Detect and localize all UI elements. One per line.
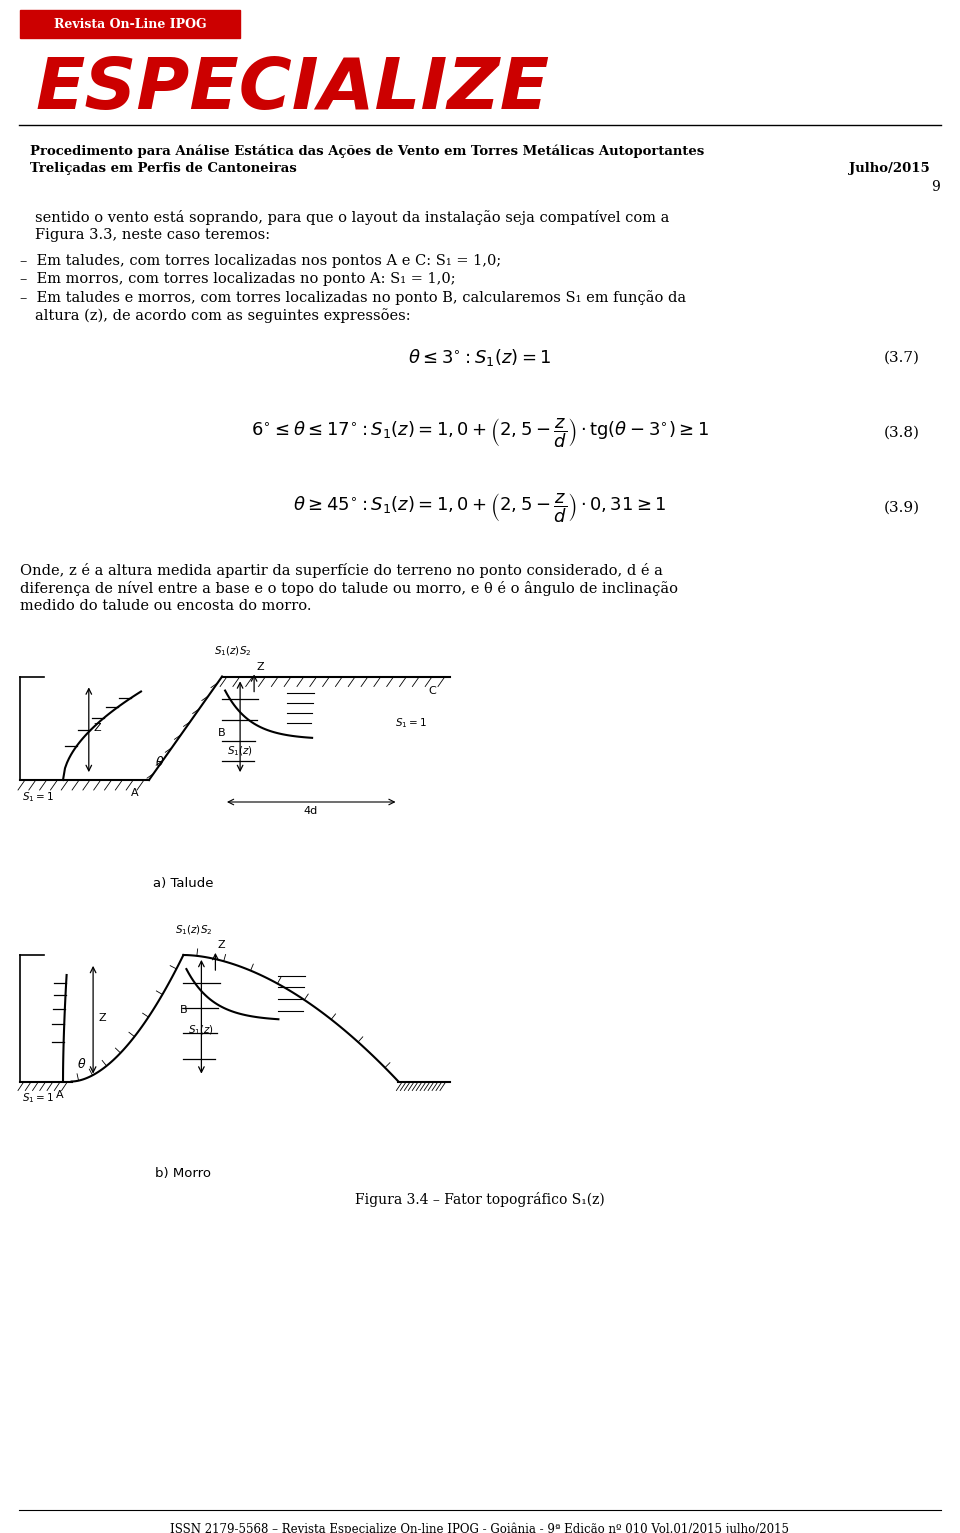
Text: $\theta \geq 45^{\circ}: S_1(z) = 1,0 + \left(2,5 - \dfrac{z}{d}\right) \cdot 0,: $\theta \geq 45^{\circ}: S_1(z) = 1,0 + … [293,491,667,524]
Text: $6^{\circ} \leq \theta \leq 17^{\circ}: S_1(z) = 1,0 + \left(2,5 - \dfrac{z}{d}\: $6^{\circ} \leq \theta \leq 17^{\circ}: … [251,415,709,449]
Text: $S_1=1$: $S_1=1$ [395,716,427,730]
Text: $S_1=1$: $S_1=1$ [22,1091,54,1105]
Text: $S_1(z)$: $S_1(z)$ [228,745,253,759]
Text: Z: Z [217,940,225,950]
Text: B: B [180,1006,187,1015]
Text: Figura 3.3, neste caso teremos:: Figura 3.3, neste caso teremos: [35,228,270,242]
Text: altura (z), de acordo com as seguintes expressões:: altura (z), de acordo com as seguintes e… [35,308,411,323]
Text: (3.9): (3.9) [884,501,920,515]
Text: $\theta \leq 3^{\circ}: S_1(z) = 1$: $\theta \leq 3^{\circ}: S_1(z) = 1$ [408,348,552,368]
Text: –  Em morros, com torres localizadas no ponto A: S₁ = 1,0;: – Em morros, com torres localizadas no p… [20,271,456,287]
Text: A: A [131,788,138,799]
Text: Figura 3.4 – Fator topográfico S₁(z): Figura 3.4 – Fator topográfico S₁(z) [355,1193,605,1206]
Text: B: B [218,728,226,739]
Text: Z: Z [256,662,264,671]
Text: b) Morro: b) Morro [156,1167,211,1180]
Text: (3.8): (3.8) [884,426,920,440]
Text: a) Talude: a) Talude [154,877,214,891]
Text: –  Em taludes e morros, com torres localizadas no ponto B, calcularemos S₁ em fu: – Em taludes e morros, com torres locali… [20,290,686,305]
Text: Treliçadas em Perfis de Cantoneiras: Treliçadas em Perfis de Cantoneiras [30,162,297,175]
Text: (3.7): (3.7) [884,351,920,365]
Text: Revista On-Line IPOG: Revista On-Line IPOG [54,17,206,31]
Text: C: C [428,687,436,696]
Text: sentido o vento está soprando, para que o layout da instalação seja compatível c: sentido o vento está soprando, para que … [35,210,669,225]
Text: 9: 9 [931,179,940,195]
Text: Z: Z [98,1013,106,1023]
Text: –  Em taludes, com torres localizadas nos pontos A e C: S₁ = 1,0;: – Em taludes, com torres localizadas nos… [20,254,501,268]
Text: $\theta$: $\theta$ [155,754,164,770]
Text: $S_1(z)$: $S_1(z)$ [188,1023,214,1036]
Text: 4d: 4d [303,806,318,816]
Text: Z: Z [94,724,102,733]
Text: $S_1=1$: $S_1=1$ [22,789,54,803]
Text: Onde, z é a altura medida apartir da superfície do terreno no ponto considerado,: Onde, z é a altura medida apartir da sup… [20,563,662,578]
Text: ISSN 2179-5568 – Revista Especialize On-line IPOG - Goiânia - 9ª Edição nº 010 V: ISSN 2179-5568 – Revista Especialize On-… [171,1522,789,1533]
Text: medido do talude ou encosta do morro.: medido do talude ou encosta do morro. [20,599,311,613]
Text: diferença de nível entre a base e o topo do talude ou morro, e θ é o ângulo de i: diferença de nível entre a base e o topo… [20,581,678,596]
Text: Procedimento para Análise Estática das Ações de Vento em Torres Metálicas Autopo: Procedimento para Análise Estática das A… [30,146,705,158]
Text: $S_1(z)S_2$: $S_1(z)S_2$ [176,923,213,937]
Text: Julho/2015: Julho/2015 [850,162,930,175]
Text: $S_1(z)S_2$: $S_1(z)S_2$ [214,645,252,658]
Text: $\theta$: $\theta$ [77,1056,86,1070]
Bar [20,11,240,38]
Text: A: A [56,1090,63,1099]
Text: ESPECIALIZE: ESPECIALIZE [35,55,549,124]
